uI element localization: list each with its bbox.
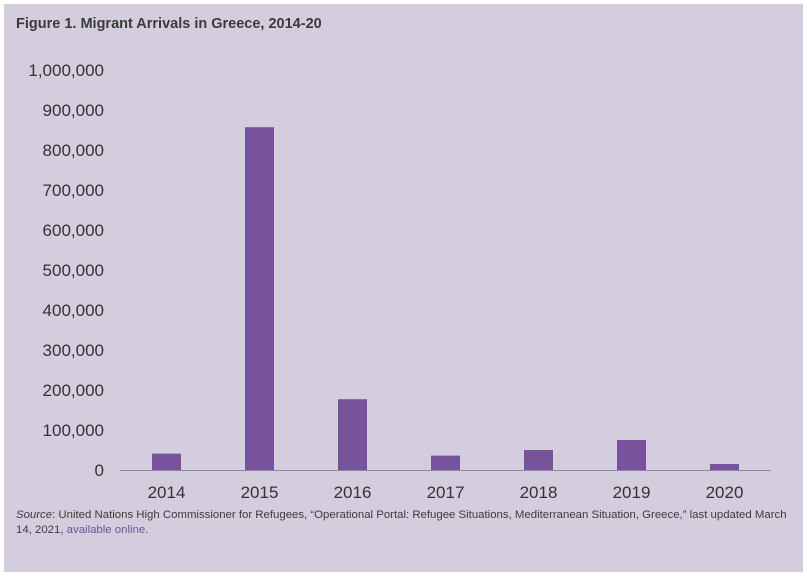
y-tick-label: 300,000 — [43, 341, 104, 360]
x-tick-label: 2015 — [241, 483, 279, 502]
source-end: . — [145, 524, 149, 536]
available-online-link[interactable]: available online — [66, 524, 146, 536]
source-label: Source — [16, 509, 53, 521]
bar-2019 — [617, 440, 646, 470]
x-tick-label: 2014 — [148, 483, 186, 502]
bar-2014 — [152, 453, 181, 470]
y-tick-label: 900,000 — [43, 101, 104, 120]
source-text: : United Nations High Commissioner for R… — [16, 509, 787, 536]
y-tick-label: 400,000 — [43, 301, 104, 320]
bar-2018 — [524, 450, 553, 470]
y-tick-label: 800,000 — [43, 141, 104, 160]
y-tick-label: 200,000 — [43, 381, 104, 400]
y-tick-label: 0 — [95, 461, 104, 480]
y-tick-label: 1,000,000 — [28, 61, 104, 80]
x-tick-label: 2018 — [520, 483, 558, 502]
figure-panel: Figure 1. Migrant Arrivals in Greece, 20… — [4, 4, 803, 572]
bar-2020 — [710, 464, 739, 470]
bar-chart: 0 100,000 200,000 300,000 400,000 500,000 600,… — [28, 61, 771, 502]
y-tick-label: 700,000 — [43, 181, 104, 200]
y-tick-label: 600,000 — [43, 221, 104, 240]
y-tick-label: 500,000 — [43, 261, 104, 280]
x-tick-label: 2020 — [706, 483, 744, 502]
bar-2016 — [338, 399, 367, 470]
bar-2017 — [431, 455, 460, 470]
x-tick-label: 2019 — [613, 483, 651, 502]
y-tick-label: 100,000 — [43, 421, 104, 440]
figure-title: Figure 1. Migrant Arrivals in Greece, 20… — [16, 16, 322, 32]
bar-2015 — [245, 127, 274, 470]
source-note: Source: United Nations High Commissioner… — [16, 508, 791, 538]
x-tick-label: 2016 — [334, 483, 372, 502]
x-tick-label: 2017 — [427, 483, 465, 502]
